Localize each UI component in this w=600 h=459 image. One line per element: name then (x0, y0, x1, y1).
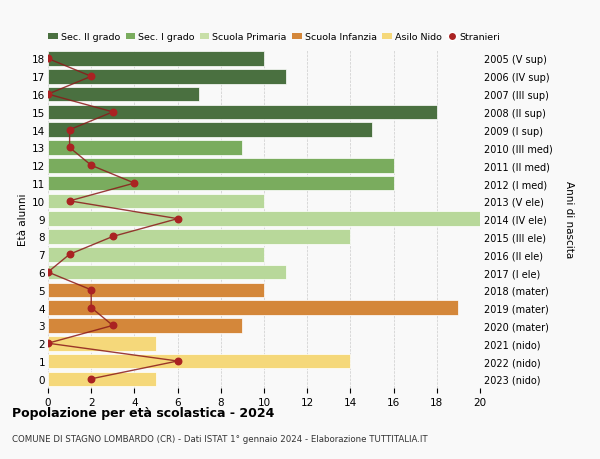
Point (130, 180, 139, 187)
Bar (48, 212, 480, 226)
Bar (48, 52, 264, 67)
Bar (48, 70, 286, 84)
Bar (48, 336, 156, 351)
Y-axis label: Anni di nascita: Anni di nascita (564, 181, 574, 257)
Bar (48, 247, 264, 262)
Bar (48, 123, 372, 138)
Bar (48, 141, 242, 156)
Bar (48, 176, 394, 191)
Legend: Sec. II grado, Sec. I grado, Scuola Primaria, Scuola Infanzia, Asilo Nido, Stran: Sec. II grado, Sec. I grado, Scuola Prim… (49, 34, 500, 42)
Text: Popolazione per età scolastica - 2024: Popolazione per età scolastica - 2024 (12, 406, 274, 419)
Point (86, 304, 96, 312)
Point (43, 269, 53, 276)
Point (108, 109, 118, 116)
Y-axis label: Età alunni: Età alunni (18, 193, 28, 246)
Bar (48, 194, 264, 209)
Point (86, 162, 96, 169)
Bar (48, 372, 156, 386)
Point (43, 91, 53, 99)
Bar (48, 283, 264, 297)
Point (108, 322, 118, 330)
Bar (48, 230, 350, 244)
Point (65, 127, 74, 134)
Bar (48, 265, 286, 280)
Text: COMUNE DI STAGNO LOMBARDO (CR) - Dati ISTAT 1° gennaio 2024 - Elaborazione TUTTI: COMUNE DI STAGNO LOMBARDO (CR) - Dati IS… (12, 434, 428, 443)
Point (43, 56, 53, 63)
Bar (48, 106, 437, 120)
Point (65, 251, 74, 258)
Point (43, 340, 53, 347)
Point (173, 215, 182, 223)
Point (65, 198, 74, 205)
Bar (48, 88, 199, 102)
Point (86, 73, 96, 81)
Point (86, 286, 96, 294)
Point (86, 375, 96, 383)
Point (108, 233, 118, 241)
Bar (48, 301, 458, 315)
Point (173, 358, 182, 365)
Bar (48, 159, 394, 173)
Point (65, 145, 74, 152)
Bar (48, 319, 242, 333)
Bar (48, 354, 350, 369)
